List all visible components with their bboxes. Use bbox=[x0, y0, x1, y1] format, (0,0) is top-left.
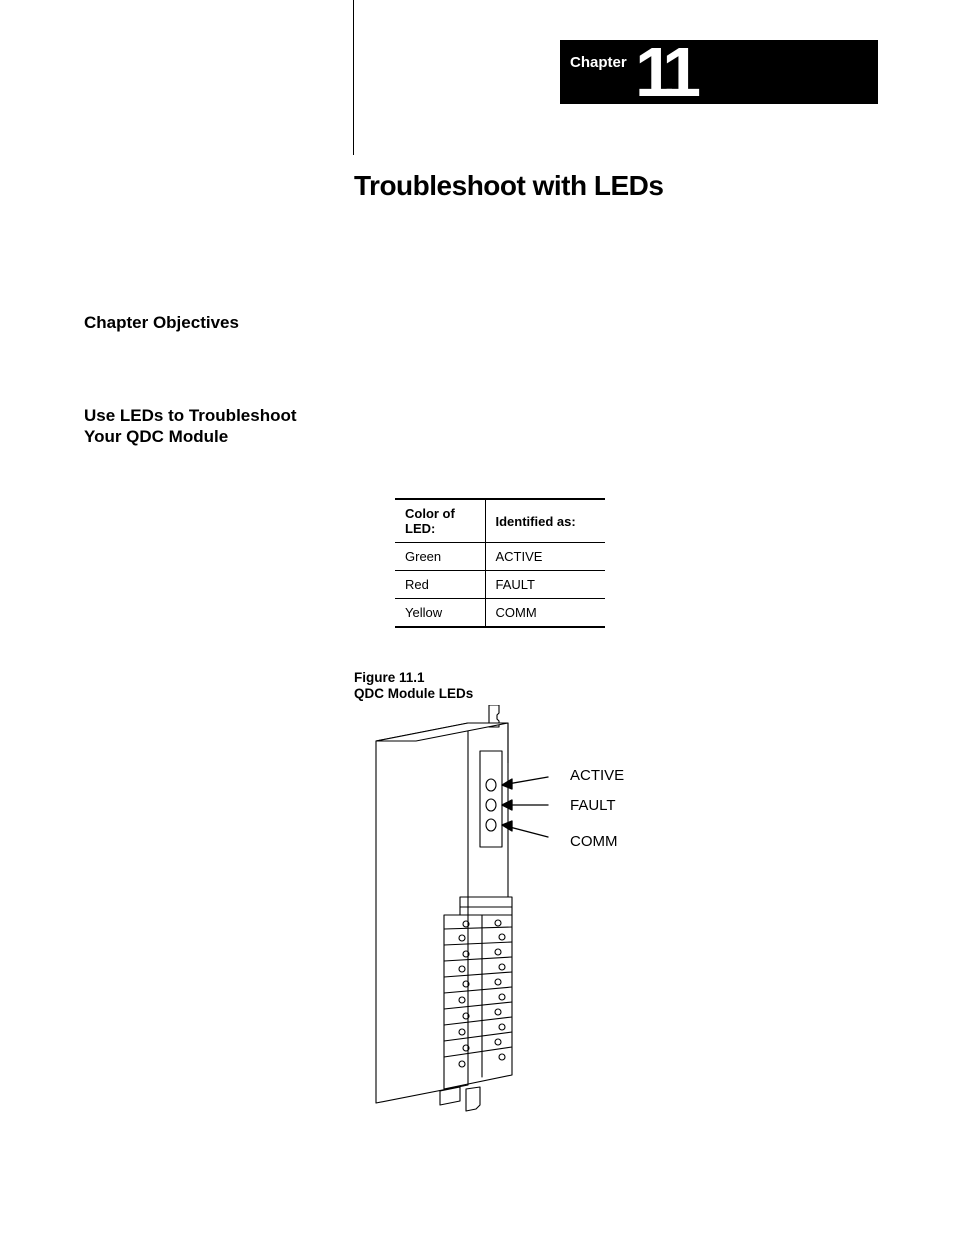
table-row: Color of LED: Identified as: bbox=[395, 499, 605, 543]
cell-id: ACTIVE bbox=[485, 543, 605, 571]
table-row: Green ACTIVE bbox=[395, 543, 605, 571]
chapter-banner: Chapter 11 bbox=[560, 40, 878, 104]
header-vertical-rule bbox=[353, 0, 354, 155]
section-use-leds-line2: Your QDC Module bbox=[84, 427, 228, 446]
led-label-comm: COMM bbox=[570, 833, 618, 850]
qdc-module-svg bbox=[370, 705, 690, 1125]
section-use-leds: Use LEDs to Troubleshoot Your QDC Module bbox=[84, 405, 297, 448]
page-title: Troubleshoot with LEDs bbox=[354, 170, 663, 202]
section-chapter-objectives: Chapter Objectives bbox=[84, 313, 239, 333]
cell-color: Yellow bbox=[395, 599, 485, 628]
cell-color: Red bbox=[395, 571, 485, 599]
table-header-identified: Identified as: bbox=[485, 499, 605, 543]
table-row: Red FAULT bbox=[395, 571, 605, 599]
led-label-active: ACTIVE bbox=[570, 767, 624, 784]
table-header-color: Color of LED: bbox=[395, 499, 485, 543]
figure-caption: Figure 11.1 QDC Module LEDs bbox=[354, 670, 473, 701]
table-row: Yellow COMM bbox=[395, 599, 605, 628]
chapter-label: Chapter bbox=[570, 54, 627, 71]
qdc-module-diagram: ACTIVE FAULT COMM bbox=[370, 705, 690, 1130]
cell-color: Green bbox=[395, 543, 485, 571]
led-label-fault: FAULT bbox=[570, 797, 616, 814]
figure-title: QDC Module LEDs bbox=[354, 686, 473, 701]
cell-id: COMM bbox=[485, 599, 605, 628]
section-use-leds-line1: Use LEDs to Troubleshoot bbox=[84, 406, 297, 425]
led-color-table: Color of LED: Identified as: Green ACTIV… bbox=[395, 498, 605, 628]
cell-id: FAULT bbox=[485, 571, 605, 599]
figure-number: Figure 11.1 bbox=[354, 670, 425, 685]
chapter-number: 11 bbox=[635, 32, 693, 112]
